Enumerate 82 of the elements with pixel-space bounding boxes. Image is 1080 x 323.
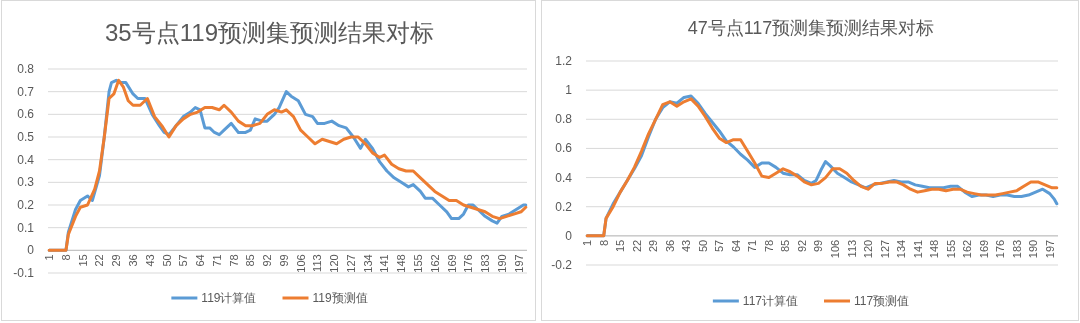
x-tick-label: 78 xyxy=(227,254,240,267)
y-tick-label: 1 xyxy=(565,83,573,98)
y-tick-label: 0.4 xyxy=(17,152,35,167)
y-tick-label: 1.2 xyxy=(555,54,573,68)
x-tick-label: 50 xyxy=(696,239,709,253)
x-tick-label: 197 xyxy=(1043,239,1056,259)
x-tick-label: 176 xyxy=(462,254,475,273)
x-tick-label: 134 xyxy=(895,239,908,259)
x-tick-label: 197 xyxy=(512,254,525,273)
x-tick-label: 71 xyxy=(210,254,223,267)
x-tick-label: 8 xyxy=(59,254,72,261)
x-tick-label: 92 xyxy=(261,254,274,267)
chart-title: 47号点117预测集预测结果对标 xyxy=(687,18,935,38)
x-tick-label: 176 xyxy=(994,239,1007,259)
x-tick-label: 99 xyxy=(812,239,825,253)
x-tick-label: 120 xyxy=(862,239,875,259)
x-tick-label: 162 xyxy=(428,254,441,273)
y-tick-label: 0.5 xyxy=(17,130,35,144)
x-tick-label: 36 xyxy=(663,239,676,253)
y-tick-label: 0 xyxy=(27,243,35,258)
x-tick-label: 127 xyxy=(878,239,891,259)
x-tick-label: 113 xyxy=(311,254,324,272)
x-tick-label: 57 xyxy=(177,254,190,267)
x-tick-label: 64 xyxy=(729,239,742,253)
x-tick-label: 141 xyxy=(911,239,924,259)
x-tick-label: 155 xyxy=(944,239,957,259)
x-tick-label: 1 xyxy=(581,239,594,246)
x-tick-label: 29 xyxy=(110,254,123,267)
x-tick-label: 190 xyxy=(495,254,508,273)
y-tick-label: 0.4 xyxy=(555,170,573,185)
x-tick-label: 8 xyxy=(597,239,610,246)
x-tick-label: 169 xyxy=(445,254,458,273)
x-tick-label: 92 xyxy=(795,239,808,253)
legend-label: 119计算值 xyxy=(201,291,257,305)
x-tick-label: 43 xyxy=(680,239,693,253)
x-tick-label: 183 xyxy=(1010,239,1023,259)
y-tick-label: 0 xyxy=(565,228,573,243)
x-tick-label: 15 xyxy=(614,239,627,253)
legend-label: 117预测值 xyxy=(854,294,910,308)
y-tick-label: 0.8 xyxy=(17,62,35,76)
y-tick-label: 0.7 xyxy=(17,84,35,99)
y-tick-label: 0.3 xyxy=(17,175,35,190)
y-tick-label: 0.1 xyxy=(17,220,35,235)
x-tick-label: 71 xyxy=(746,239,759,253)
y-tick-label: 0.2 xyxy=(17,198,35,212)
x-tick-label: 22 xyxy=(93,254,106,267)
x-tick-label: 141 xyxy=(378,254,391,273)
x-tick-label: 99 xyxy=(277,254,290,267)
y-tick-label: 0.6 xyxy=(17,107,35,122)
y-tick-label: 0.2 xyxy=(555,199,573,214)
y-tick-label: -0.2 xyxy=(551,258,573,272)
x-tick-label: 155 xyxy=(412,254,425,273)
x-tick-label: 1 xyxy=(43,254,56,261)
x-tick-label: 162 xyxy=(961,239,974,259)
x-tick-label: 148 xyxy=(395,254,408,273)
x-tick-label: 29 xyxy=(647,239,660,253)
x-tick-label: 120 xyxy=(328,254,341,273)
x-tick-label: 106 xyxy=(828,239,841,259)
x-tick-label: 36 xyxy=(127,254,140,267)
x-tick-label: 78 xyxy=(762,239,775,253)
x-tick-label: 57 xyxy=(713,239,726,253)
x-tick-label: 134 xyxy=(361,254,374,273)
x-tick-label: 190 xyxy=(1027,239,1040,259)
x-tick-label: 15 xyxy=(76,254,89,267)
y-tick-label: 0.6 xyxy=(555,141,573,156)
x-tick-label: 43 xyxy=(143,254,156,267)
x-tick-label: 148 xyxy=(928,239,941,259)
x-tick-label: 183 xyxy=(479,254,492,273)
x-tick-label: 64 xyxy=(194,254,207,267)
y-tick-label: 0.8 xyxy=(555,112,573,127)
legend-label: 119预测值 xyxy=(312,291,368,305)
x-tick-label: 22 xyxy=(630,239,643,253)
x-tick-label: 85 xyxy=(244,254,257,267)
x-tick-label: 113 xyxy=(845,239,858,258)
y-tick-label: -0.1 xyxy=(13,266,35,280)
x-tick-label: 169 xyxy=(977,239,990,259)
chart-title: 35号点119预测集预测结果对标 xyxy=(105,19,434,46)
x-tick-label: 127 xyxy=(344,254,357,273)
x-tick-label: 85 xyxy=(779,239,792,253)
legend-label: 117计算值 xyxy=(742,294,798,308)
x-tick-label: 50 xyxy=(160,254,173,267)
x-tick-label: 106 xyxy=(294,254,307,273)
